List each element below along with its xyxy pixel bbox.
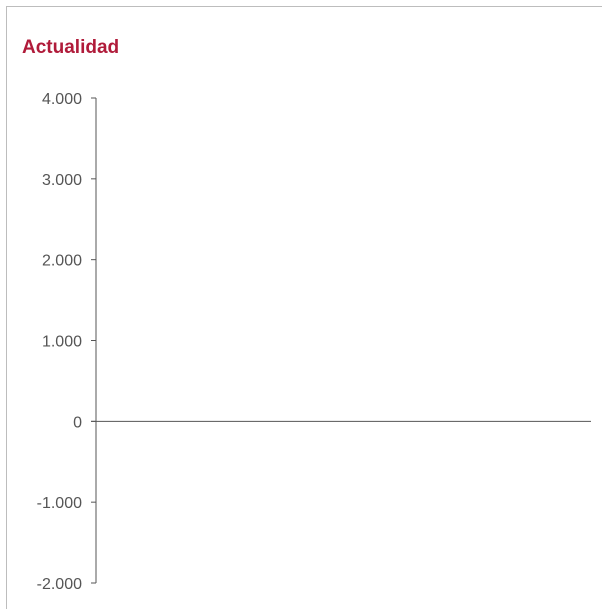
y-tick-label: 4.000 xyxy=(42,91,82,108)
chart-title: Actualidad xyxy=(22,37,120,58)
y-tick-label: 3.000 xyxy=(42,172,82,189)
chart-panel xyxy=(6,6,602,609)
y-ticks xyxy=(91,97,96,584)
y-tick-labels: 4.000 3.000 2.000 1.000 0 -1.000 -2.000 xyxy=(37,91,82,593)
y-tick-label: 2.000 xyxy=(42,253,82,270)
y-tick-label: -1.000 xyxy=(37,495,82,512)
y-tick-label: 1.000 xyxy=(42,334,82,351)
y-tick-label: 0 xyxy=(73,414,82,431)
y-tick-label: -2.000 xyxy=(37,576,82,593)
